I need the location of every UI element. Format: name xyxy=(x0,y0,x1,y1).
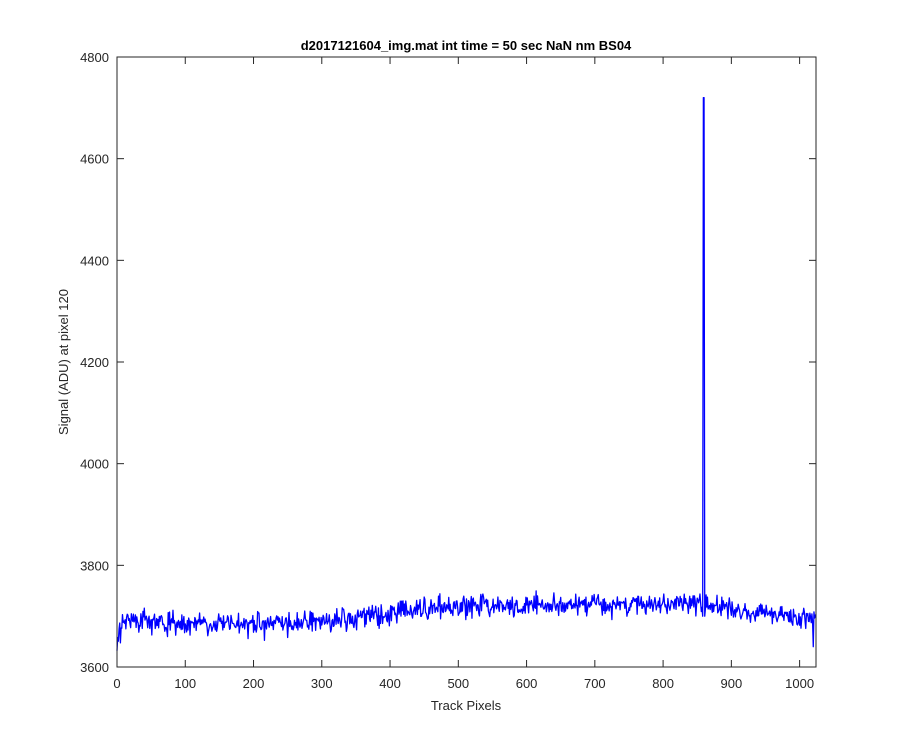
x-tick-label: 800 xyxy=(652,676,674,691)
x-tick-label: 200 xyxy=(243,676,265,691)
y-tick-label: 4800 xyxy=(80,50,109,65)
series-layer xyxy=(116,97,817,651)
x-axis-label: Track Pixels xyxy=(431,698,502,713)
x-tick-label: 900 xyxy=(721,676,743,691)
y-tick-label: 4200 xyxy=(80,355,109,370)
x-tick-label: 1000 xyxy=(785,676,814,691)
chart-title: d2017121604_img.mat int time = 50 sec Na… xyxy=(301,38,632,53)
y-tick-label: 4600 xyxy=(80,152,109,167)
x-tick-label: 300 xyxy=(311,676,333,691)
y-tick-label: 4000 xyxy=(80,457,109,472)
y-tick-label: 3600 xyxy=(80,660,109,675)
x-tick-label: 500 xyxy=(447,676,469,691)
x-tick-label: 100 xyxy=(174,676,196,691)
x-tick-label: 400 xyxy=(379,676,401,691)
plot-area xyxy=(117,57,816,667)
y-tick-label: 3800 xyxy=(80,558,109,573)
signal-line xyxy=(116,97,817,651)
ticks-layer: 0 100 200 300 400 500 600 700 800 900 1000 3600 3800… xyxy=(80,50,816,691)
y-axis-label: Signal (ADU) at pixel 120 xyxy=(56,289,71,435)
x-tick-label: 700 xyxy=(584,676,606,691)
x-tick-label: 600 xyxy=(516,676,538,691)
x-tick-label: 0 xyxy=(113,676,120,691)
y-tick-label: 4400 xyxy=(80,253,109,268)
